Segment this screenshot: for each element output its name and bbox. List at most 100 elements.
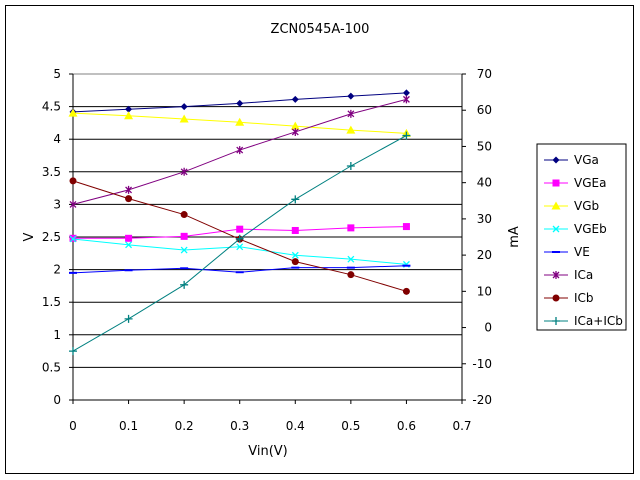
- data-point: [402, 223, 410, 231]
- data-point: [347, 224, 355, 232]
- legend-item: ICb: [544, 291, 594, 305]
- data-point: [291, 95, 299, 103]
- legend-item: ICa+ICb: [544, 314, 623, 328]
- x-tick-label: 0.7: [452, 419, 471, 433]
- x-tick-label: 0: [69, 419, 77, 433]
- legend-item: VGEb: [544, 222, 607, 236]
- data-point: [291, 195, 300, 204]
- data-point: [236, 146, 244, 155]
- data-point: [180, 232, 188, 240]
- y2-tick-label: 30: [477, 212, 492, 226]
- legend-label: VGEb: [574, 222, 607, 236]
- data-point: [125, 234, 133, 242]
- data-point: [235, 234, 244, 243]
- y-tick-label: 3: [53, 197, 61, 211]
- data-point: [290, 121, 300, 130]
- legend-label: VGb: [574, 199, 599, 213]
- x-tick-label: 0.2: [175, 419, 194, 433]
- y2-tick-label: -20: [472, 393, 492, 407]
- y-tick-label: 4: [53, 132, 61, 146]
- data-point: [236, 225, 244, 233]
- series-group: [68, 89, 411, 356]
- legend-label: ICb: [574, 291, 594, 305]
- data-point: [402, 287, 410, 295]
- data-point: [180, 167, 188, 176]
- y2-tick-label: 0: [484, 321, 492, 335]
- data-point: [347, 271, 355, 279]
- y-tick-label: 0: [53, 393, 61, 407]
- y-axis-label: V: [22, 232, 37, 241]
- y-tick-label: 3.5: [42, 165, 61, 179]
- axes: [69, 73, 466, 404]
- chart-title: ZCN0545A-100: [271, 22, 370, 37]
- legend-items: VGa VGEa VGb VGEb VE ICa ICb ICa+ICb: [544, 153, 623, 328]
- data-point: [291, 226, 299, 234]
- data-point: [291, 258, 299, 266]
- data-point: [69, 347, 77, 356]
- data-point: [180, 211, 188, 219]
- series-line: [72, 135, 407, 352]
- data-point: [347, 109, 355, 118]
- data-point: [179, 114, 189, 123]
- legend-item: VGa: [544, 153, 599, 167]
- data-point: [69, 200, 77, 209]
- data-point: [347, 255, 355, 263]
- legend-marker: [552, 271, 560, 279]
- data-point: [291, 127, 299, 136]
- x-tick-label: 0.3: [230, 419, 249, 433]
- series-ve: [69, 264, 411, 274]
- y-tick-label: 5: [53, 67, 61, 81]
- series-ica: [69, 95, 410, 209]
- legend-marker: [552, 179, 560, 187]
- y2-tick-label: 10: [477, 284, 492, 298]
- y-tick-label: 2.5: [42, 230, 61, 244]
- data-point: [180, 103, 188, 111]
- data-point: [180, 246, 188, 254]
- y2-axis-label: mA: [507, 226, 522, 248]
- data-point: [124, 314, 133, 323]
- y-tick-label: 1.5: [42, 295, 61, 309]
- y2-tick-label: -10: [472, 357, 492, 371]
- legend-marker: [552, 294, 560, 302]
- data-point: [125, 195, 133, 203]
- x-tick-label: 0.4: [286, 419, 305, 433]
- data-point: [180, 280, 189, 289]
- y-tick-label: 1: [53, 328, 61, 342]
- series-vga: [69, 89, 410, 116]
- data-point: [236, 243, 244, 251]
- data-point: [347, 92, 355, 100]
- gridlines: [73, 106, 462, 368]
- legend: [536, 143, 627, 331]
- y2-tick-label: 50: [477, 139, 492, 153]
- data-point: [402, 89, 410, 97]
- y2-tick-label: 40: [477, 176, 492, 190]
- data-point: [69, 235, 77, 243]
- series-vgb: [68, 108, 411, 137]
- y-tick-label: 2: [53, 263, 61, 277]
- x-axis-label: Vin(V): [248, 444, 288, 459]
- data-point: [402, 95, 410, 104]
- x-tick-label: 0.6: [397, 419, 416, 433]
- series-ica-icb: [69, 131, 411, 356]
- data-point: [125, 185, 133, 194]
- data-point: [402, 131, 411, 140]
- data-point: [125, 241, 133, 249]
- legend-marker: [552, 317, 560, 325]
- data-point: [346, 125, 356, 134]
- data-point: [346, 162, 355, 171]
- legend-label: VE: [574, 245, 590, 259]
- data-point: [69, 177, 77, 185]
- y-tick-label: 0.5: [42, 360, 61, 374]
- data-point: [124, 111, 134, 120]
- legend-item: VE: [544, 245, 590, 259]
- legend-label: VGa: [574, 153, 599, 167]
- data-point: [236, 99, 244, 107]
- tick-labels: 0 0.5 1 1.5 2 2.5 3 3.5 4 4.5 5 -20 -10 0 10 20 30 40 50 60…: [42, 67, 492, 433]
- legend-item: VGb: [544, 199, 599, 213]
- y2-tick-label: 70: [477, 67, 492, 81]
- legend-marker: [551, 201, 561, 210]
- y2-tick-label: 60: [477, 103, 492, 117]
- legend-item: ICa: [544, 268, 593, 282]
- data-point: [291, 251, 299, 259]
